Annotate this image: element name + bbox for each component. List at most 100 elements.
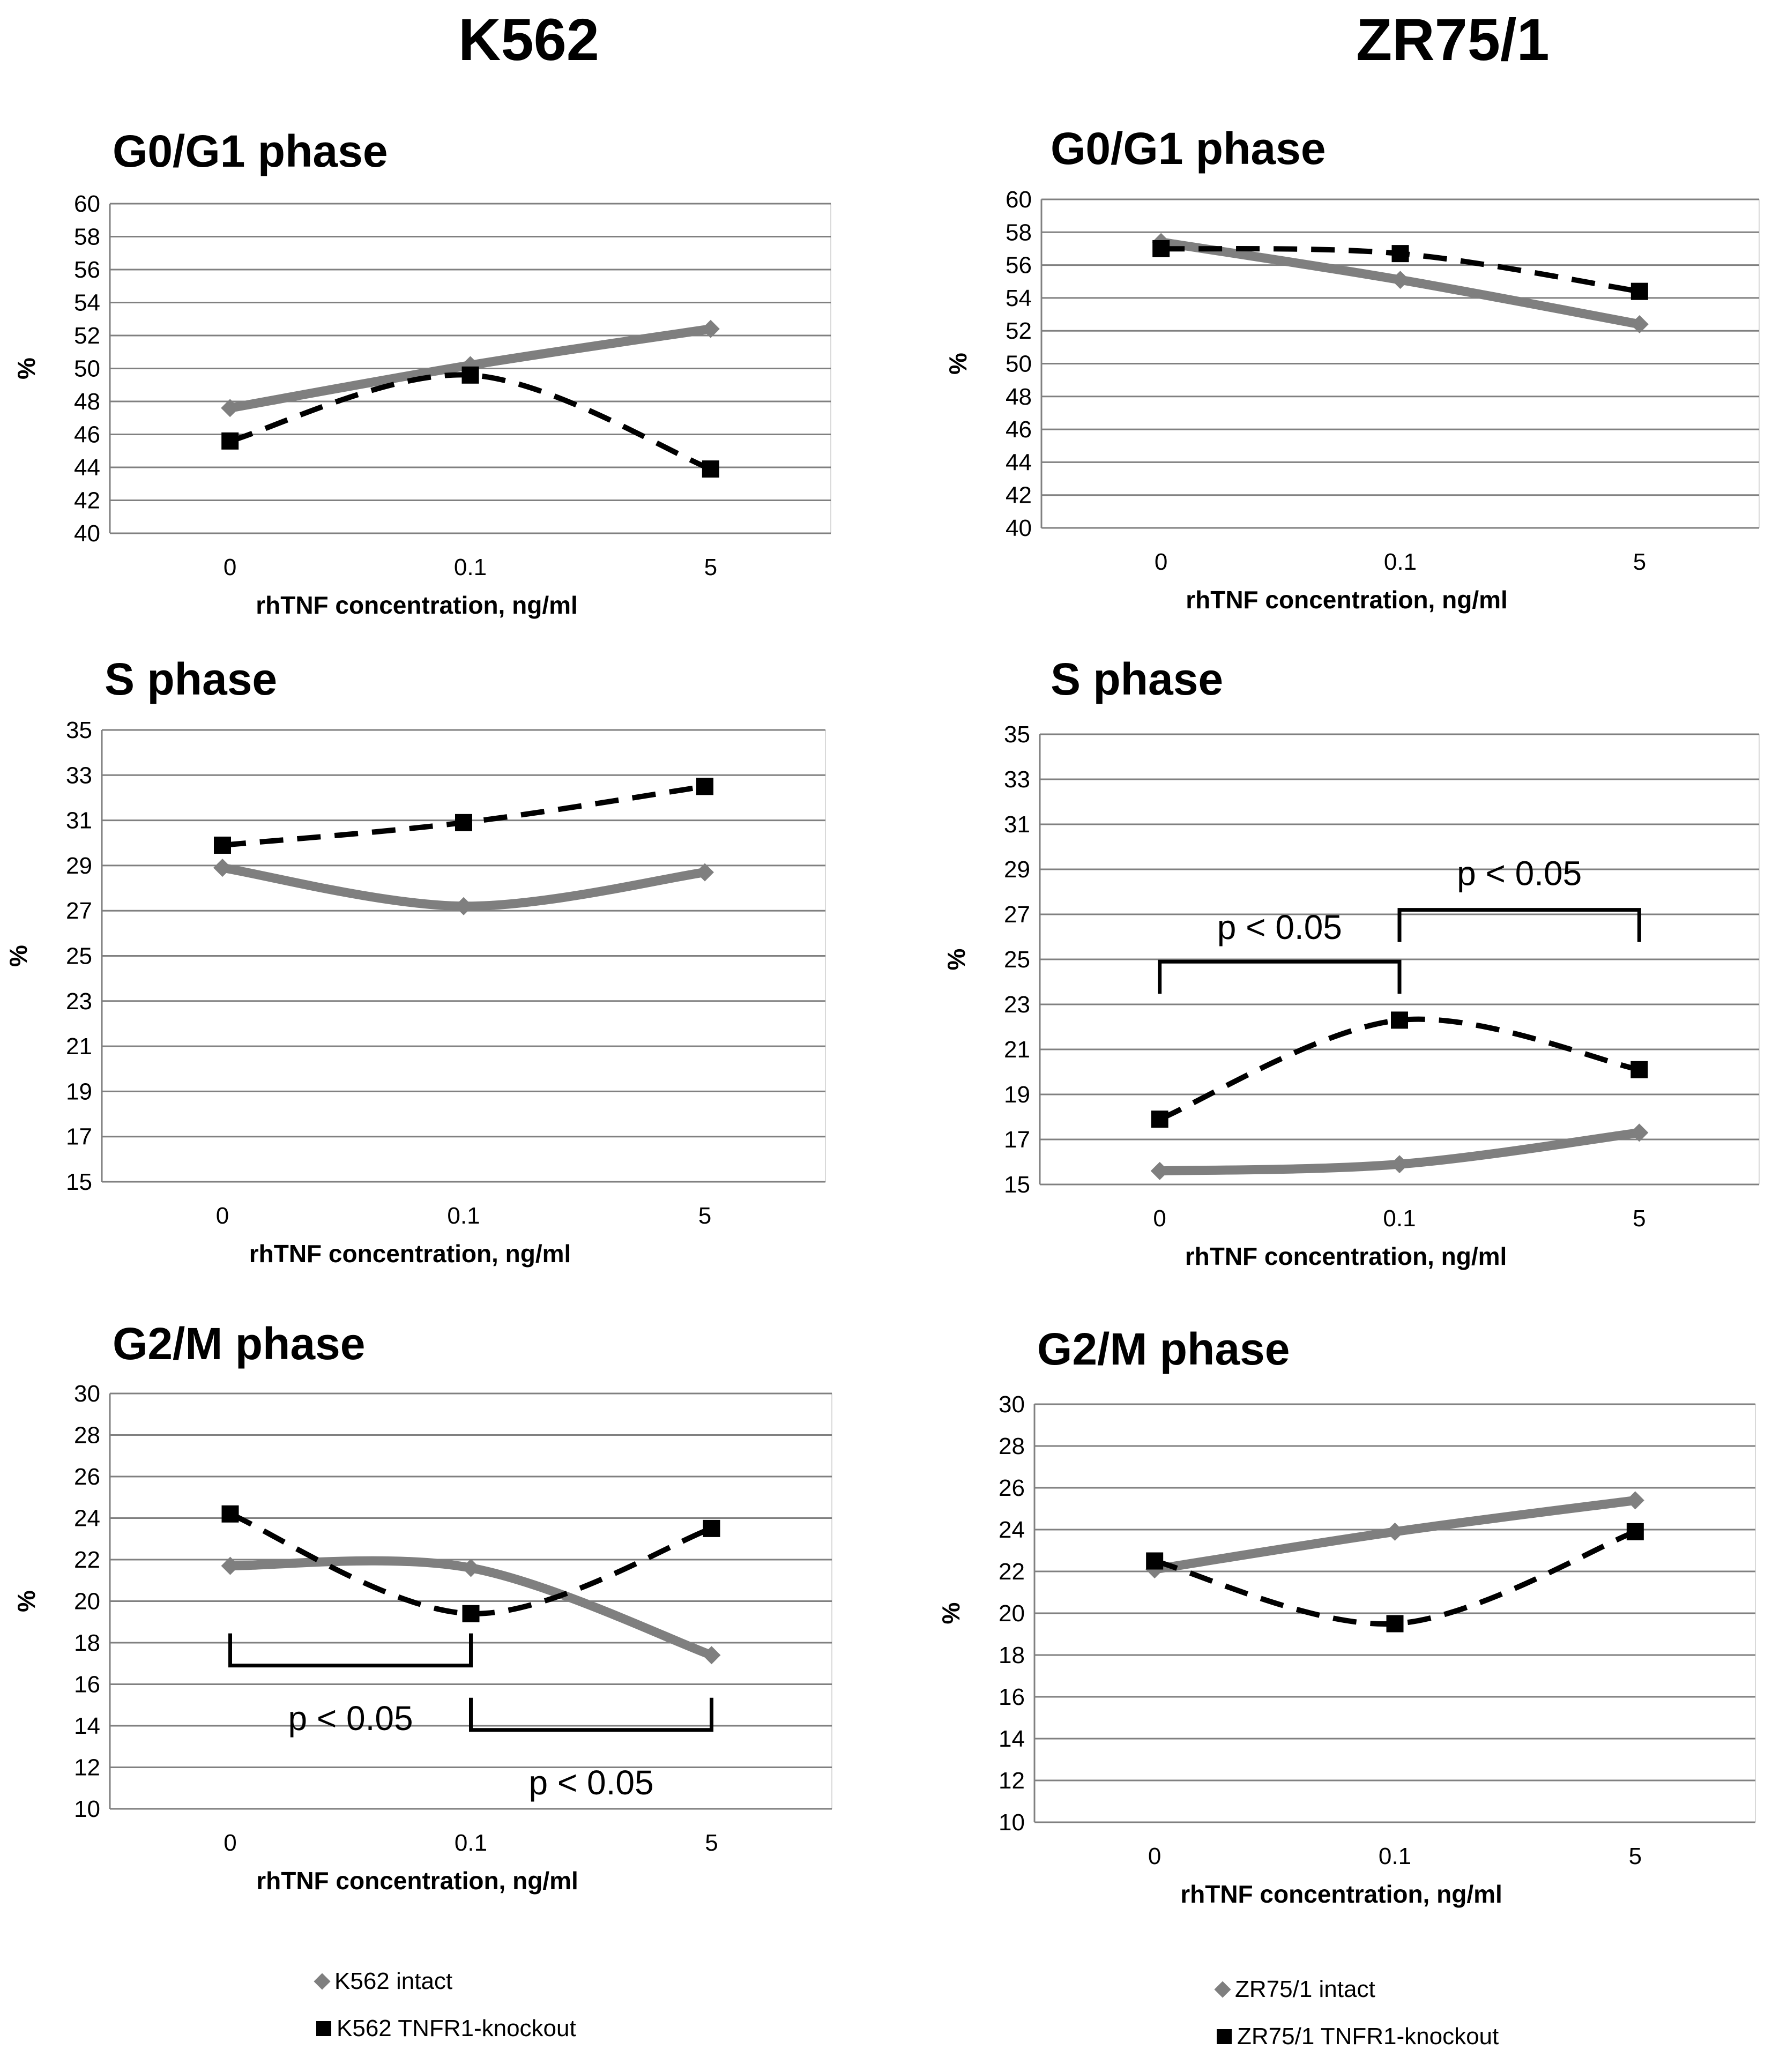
k562-s-title: S phase [105,654,278,704]
significance-bracket [228,1633,473,1668]
y-tick-label: 28 [999,1433,1025,1459]
y-axis-label: % [12,357,40,379]
x-tick-label: 5 [1633,549,1646,575]
data-point-intact [455,897,473,915]
y-tick-label: 56 [74,257,100,283]
y-tick-label: 25 [66,943,92,970]
y-tick-label: 12 [74,1755,100,1781]
significance-label: p < 0.05 [288,1699,413,1738]
y-axis-label: % [4,945,32,967]
square-marker-icon [1217,2029,1232,2044]
significance-bracket [1158,959,1402,994]
y-tick-label: 14 [74,1713,100,1739]
y-tick-label: 23 [1004,992,1030,1018]
data-point-intact [1390,1155,1409,1174]
legend-label: ZR75/1 TNFR1-knockout [1237,2023,1499,2049]
k562-s-chart: 15 17 19 21 23 25 27 29 31 33 35 0 0.1 5 rhTNF concent… [4,717,826,1268]
y-tick-label: 19 [66,1078,92,1105]
y-axis-label: % [12,1590,40,1612]
k562-g0g1-chart: 40 42 44 46 48 50 52 54 56 58 60 0 0.1 5 rhTNF concent… [12,191,831,619]
y-tick-label: 15 [1004,1172,1030,1198]
legend-item-k562-intact: K562 intact [314,1968,576,1994]
y-tick-label: 17 [66,1124,92,1150]
y-tick-label: 52 [74,323,100,349]
data-point-knockout [221,1505,239,1523]
data-point-knockout [1391,1011,1408,1029]
zr75-column-title: ZR75/1 [1356,7,1550,73]
data-point-knockout [455,814,472,831]
significance-label: p < 0.05 [1217,908,1342,946]
y-tick-label: 28 [74,1422,100,1449]
data-point-intact [1386,1522,1404,1541]
y-axis-label: % [942,949,970,971]
y-tick-label: 54 [1006,285,1032,311]
y-tick-label: 50 [1006,351,1032,377]
data-point-knockout [1386,1615,1404,1633]
x-axis-label: rhTNF concentration, ng/ml [1186,586,1508,614]
y-tick-label: 56 [1006,252,1032,279]
legend-item-k562-knockout: K562 TNFR1-knockout [316,2017,576,2040]
y-tick-label: 42 [1006,482,1032,509]
y-tick-label: 18 [74,1630,100,1656]
zr-g2m-title: G2/M phase [1037,1324,1290,1374]
data-point-knockout [462,1605,480,1622]
x-tick-label: 0 [216,1203,229,1229]
zr-s-title: S phase [1051,654,1224,704]
y-axis-label: % [937,1603,965,1624]
series-line-knockout [229,1511,713,1616]
data-point-intact [1630,1123,1649,1142]
data-point-intact [701,319,720,338]
y-tick-label: 46 [74,422,100,448]
k562-g2m-title: G2/M phase [113,1318,366,1369]
significance-bracket [1397,908,1641,942]
series-line-knockout [1153,1529,1636,1627]
y-tick-label: 21 [1004,1037,1030,1063]
significance-bracket [469,1697,713,1732]
legend-label: K562 intact [334,1968,453,1994]
legend-item-zr75-intact: ZR75/1 intact [1214,1976,1499,2002]
data-point-intact [1626,1491,1644,1510]
x-tick-label: 0 [1153,1205,1166,1232]
y-tick-label: 33 [66,762,92,788]
x-tick-label: 0.1 [1384,549,1417,575]
x-axis-label: rhTNF concentration, ng/ml [249,1240,571,1268]
significance-label: p < 0.05 [528,1763,653,1802]
x-tick-label: 0 [224,554,236,580]
y-tick-label: 40 [74,520,100,547]
significance-label: p < 0.05 [1457,854,1582,892]
zr-g2m-chart: 10 12 14 16 18 20 22 24 26 28 30 0 0.1 5 rhTNF concent… [937,1391,1756,1908]
diamond-marker-icon [314,1973,331,1990]
y-tick-label: 44 [1006,449,1032,475]
y-tick-label: 22 [74,1547,100,1573]
y-tick-label: 35 [66,717,92,743]
y-tick-label: 19 [1004,1082,1030,1108]
y-tick-label: 54 [74,290,100,316]
data-point-knockout [214,836,231,854]
k562-legend: K562 intact K562 TNFR1-knockout [314,1968,576,2064]
legend-label: ZR75/1 intact [1235,1976,1375,2002]
data-point-knockout [1391,245,1409,263]
y-tick-label: 35 [1004,721,1030,748]
y-tick-label: 58 [74,224,100,250]
y-tick-label: 29 [1004,856,1030,883]
data-point-knockout [702,460,719,478]
y-tick-label: 29 [66,853,92,879]
x-tick-label: 0.1 [454,554,487,580]
zr-g0g1-title: G0/G1 phase [1051,123,1326,174]
y-tick-label: 21 [66,1033,92,1060]
x-tick-label: 0 [1155,549,1167,575]
y-tick-label: 42 [74,488,100,514]
y-tick-label: 24 [999,1517,1025,1543]
y-tick-label: 44 [74,454,100,481]
y-tick-label: 27 [66,898,92,924]
k562-g0g1-title: G0/G1 phase [113,126,388,176]
x-tick-label: 0 [224,1830,236,1856]
y-tick-label: 16 [74,1672,100,1698]
data-point-intact [702,1646,721,1665]
y-tick-label: 30 [999,1391,1025,1418]
y-tick-label: 31 [66,808,92,834]
data-point-knockout [461,366,479,384]
x-tick-label: 0.1 [1379,1843,1411,1869]
y-tick-label: 22 [999,1559,1025,1585]
y-tick-label: 20 [999,1600,1025,1627]
